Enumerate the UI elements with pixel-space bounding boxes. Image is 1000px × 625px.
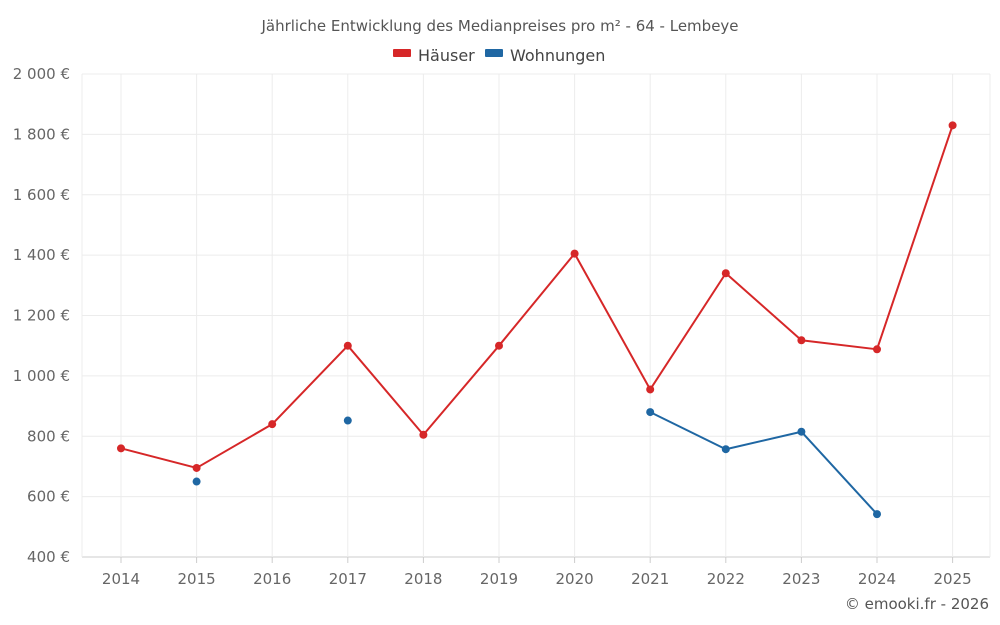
data-point-haeuser-2016[interactable] bbox=[268, 420, 277, 429]
series-line-haeuser bbox=[120, 124, 954, 469]
data-point-haeuser-2022[interactable] bbox=[721, 269, 730, 278]
x-tick-label: 2020 bbox=[556, 570, 594, 588]
legend-label-haeuser: Häuser bbox=[418, 46, 475, 65]
x-tick-label: 2024 bbox=[858, 570, 896, 588]
legend-label-wohnungen: Wohnungen bbox=[510, 46, 605, 65]
x-tick-label: 2018 bbox=[404, 570, 442, 588]
y-tick-label: 1 600 € bbox=[13, 186, 70, 204]
y-tick-label: 1 400 € bbox=[13, 246, 70, 264]
x-tick-label: 2023 bbox=[782, 570, 820, 588]
legend-item-haeuser[interactable]: Häuser bbox=[393, 46, 475, 65]
x-axis: 2014 2015 2016 2017 2018 2019 2020 2021 2022 2023… bbox=[102, 557, 972, 588]
y-tick-label: 1 200 € bbox=[13, 307, 70, 325]
y-tick-label: 1 000 € bbox=[13, 367, 70, 385]
x-tick-label: 2016 bbox=[253, 570, 291, 588]
data-point-haeuser-2023[interactable] bbox=[797, 336, 806, 345]
data-point-wohnungen-2024[interactable] bbox=[873, 510, 881, 519]
data-point-wohnungen-2017[interactable] bbox=[343, 416, 352, 425]
data-point-haeuser-2017[interactable] bbox=[343, 341, 352, 350]
x-tick-label: 2021 bbox=[631, 570, 669, 588]
y-axis: 400 € 600 € 800 € 1 000 € 1 200 € 1 400 € 1 60… bbox=[13, 65, 70, 566]
data-point-haeuser-2025[interactable] bbox=[948, 121, 957, 130]
x-tick-label: 2025 bbox=[934, 570, 972, 588]
series-wohnungen bbox=[192, 408, 881, 519]
data-point-wohnungen-2022[interactable] bbox=[721, 445, 730, 454]
data-point-wohnungen-2021[interactable] bbox=[646, 408, 655, 417]
series-line-wohnungen bbox=[649, 411, 878, 515]
data-point-haeuser-2019[interactable] bbox=[495, 341, 503, 350]
x-tick-label: 2015 bbox=[178, 570, 216, 588]
credit-text: © emooki.fr - 2026 bbox=[845, 595, 989, 613]
grid bbox=[81, 73, 991, 558]
data-point-wohnungen-2015[interactable] bbox=[192, 477, 201, 486]
x-tick-label: 2019 bbox=[480, 570, 518, 588]
series-layer bbox=[117, 121, 957, 519]
y-tick-label: 1 800 € bbox=[13, 125, 70, 143]
data-point-haeuser-2021[interactable] bbox=[646, 385, 655, 394]
y-tick-label: 600 € bbox=[27, 488, 70, 506]
y-tick-label: 400 € bbox=[27, 548, 70, 566]
legend-swatch-haeuser bbox=[393, 49, 411, 57]
legend: Häuser Wohnungen bbox=[393, 46, 605, 65]
chart-title: Jährliche Entwicklung des Medianpreises … bbox=[260, 17, 738, 35]
x-tick-label: 2017 bbox=[329, 570, 367, 588]
series-haeuser bbox=[117, 121, 957, 472]
x-tick-label: 2014 bbox=[102, 570, 140, 588]
legend-item-wohnungen[interactable]: Wohnungen bbox=[485, 46, 605, 65]
legend-swatch-wohnungen bbox=[485, 49, 503, 57]
data-point-haeuser-2014[interactable] bbox=[117, 444, 125, 453]
x-tick-label: 2022 bbox=[707, 570, 745, 588]
data-point-haeuser-2015[interactable] bbox=[192, 463, 201, 472]
y-tick-label: 2 000 € bbox=[13, 65, 70, 83]
data-point-haeuser-2024[interactable] bbox=[873, 345, 881, 354]
data-point-haeuser-2020[interactable] bbox=[570, 249, 579, 258]
y-tick-label: 800 € bbox=[27, 427, 70, 445]
data-point-wohnungen-2023[interactable] bbox=[797, 427, 806, 436]
data-point-haeuser-2018[interactable] bbox=[419, 430, 428, 439]
